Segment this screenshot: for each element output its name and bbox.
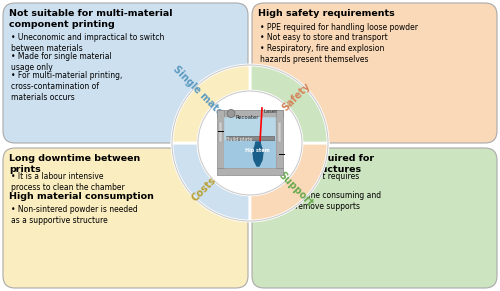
Text: Not suitable for multi-material
component printing: Not suitable for multi-material componen… bbox=[9, 9, 172, 29]
Bar bbox=[224, 117, 276, 168]
Text: Build plate: Build plate bbox=[226, 137, 252, 142]
Text: Recoater: Recoater bbox=[236, 115, 260, 120]
Text: Long downtime between
prints: Long downtime between prints bbox=[9, 154, 140, 174]
Circle shape bbox=[227, 109, 235, 118]
FancyBboxPatch shape bbox=[3, 3, 248, 143]
Text: Single material: Single material bbox=[170, 64, 237, 130]
Wedge shape bbox=[250, 65, 328, 143]
Text: Hip stem: Hip stem bbox=[244, 148, 270, 153]
Text: Supports required for
complex structures: Supports required for complex structures bbox=[258, 154, 374, 174]
Bar bbox=[217, 168, 283, 175]
Bar bbox=[226, 136, 274, 140]
Text: High material consumption: High material consumption bbox=[9, 192, 154, 201]
Text: • It can be time consuming and
costly to remove supports: • It can be time consuming and costly to… bbox=[260, 191, 381, 211]
Text: • Respiratory, fire and explosion
hazards present themselves: • Respiratory, fire and explosion hazard… bbox=[260, 44, 384, 64]
Text: Laser: Laser bbox=[264, 109, 278, 114]
Bar bbox=[217, 110, 224, 168]
Text: • PPE required for handling loose powder: • PPE required for handling loose powder bbox=[260, 23, 418, 32]
Text: Costs: Costs bbox=[190, 175, 218, 203]
Bar bbox=[276, 110, 283, 168]
Text: • Non-sintered powder is needed
as a supportive structure: • Non-sintered powder is needed as a sup… bbox=[11, 205, 138, 225]
Text: • Not easy to store and transport: • Not easy to store and transport bbox=[260, 33, 388, 42]
Wedge shape bbox=[172, 65, 250, 143]
Wedge shape bbox=[250, 143, 328, 221]
Bar bbox=[224, 140, 276, 168]
Text: • Uneconomic and impractical to switch
between materials: • Uneconomic and impractical to switch b… bbox=[11, 33, 164, 53]
Bar bbox=[278, 122, 281, 142]
Polygon shape bbox=[253, 142, 263, 166]
Text: • It is a labour intensive
process to clean the chamber: • It is a labour intensive process to cl… bbox=[11, 172, 125, 192]
Text: • Made for single material
usage only: • Made for single material usage only bbox=[11, 52, 112, 72]
Text: • For multi-material printing,
cross-contamination of
materials occurs: • For multi-material printing, cross-con… bbox=[11, 71, 122, 102]
Text: Support: Support bbox=[276, 170, 315, 208]
Bar bbox=[217, 110, 283, 117]
Wedge shape bbox=[172, 143, 250, 221]
Text: • Design support requires
extra time: • Design support requires extra time bbox=[260, 172, 359, 192]
FancyBboxPatch shape bbox=[3, 148, 248, 288]
Text: High safety requirements: High safety requirements bbox=[258, 9, 395, 18]
Text: Safety: Safety bbox=[280, 81, 312, 113]
Bar bbox=[219, 122, 222, 142]
Circle shape bbox=[198, 91, 302, 195]
FancyBboxPatch shape bbox=[252, 3, 497, 143]
FancyBboxPatch shape bbox=[252, 148, 497, 288]
